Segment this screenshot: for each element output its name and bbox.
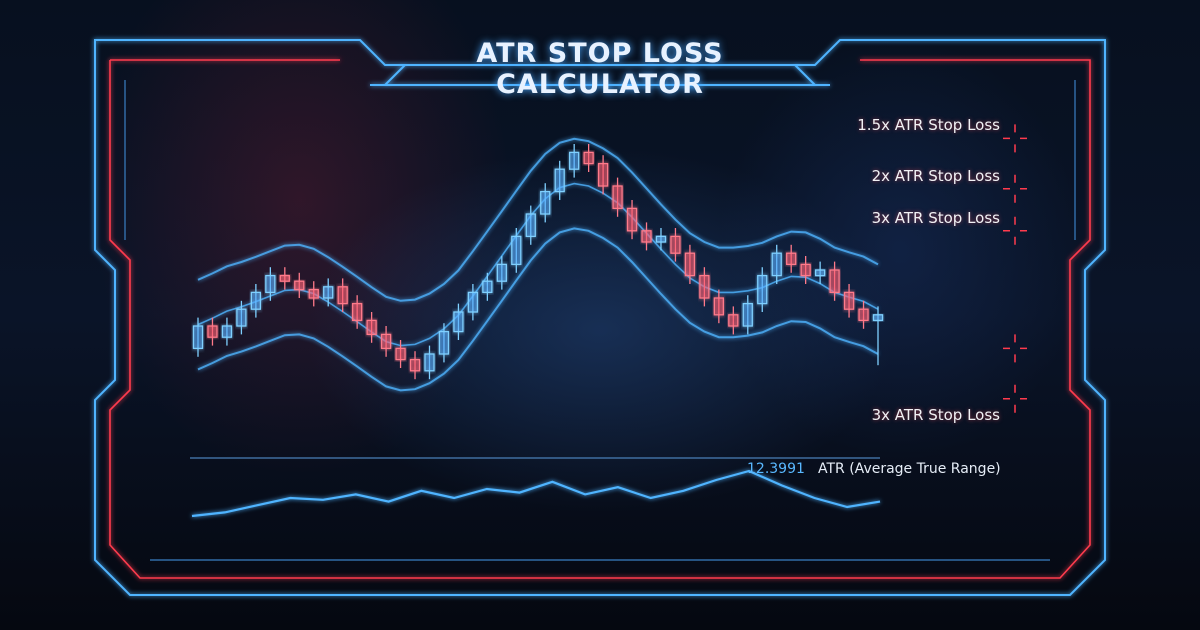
- candle-body: [612, 185, 623, 210]
- candle-body: [221, 325, 233, 338]
- crosshair-marker: [1003, 384, 1027, 413]
- candle-body: [655, 235, 667, 243]
- candle-body: [786, 252, 797, 266]
- atr-value: 12.3991: [747, 461, 805, 477]
- candle-body: [366, 319, 377, 336]
- candle-body: [699, 274, 710, 299]
- candle-body: [742, 302, 753, 327]
- candle-body: [250, 291, 262, 310]
- candle-body: [670, 235, 681, 254]
- crosshair-marker: [1003, 216, 1027, 245]
- candle-body: [424, 353, 435, 372]
- candle-body: [467, 291, 479, 313]
- crosshair-marker: [1003, 124, 1027, 153]
- stop-label-1-5x: 1.5x ATR Stop Loss: [857, 116, 1000, 134]
- candle-body: [395, 347, 406, 361]
- candle-body: [380, 333, 392, 350]
- candle-body: [728, 314, 739, 327]
- candle-body: [351, 302, 363, 322]
- candle-body: [409, 358, 421, 372]
- candle-body: [597, 162, 609, 187]
- candle-body: [800, 263, 811, 277]
- atr-line: [191, 469, 881, 518]
- candle-body: [713, 297, 725, 316]
- candle-body: [525, 213, 536, 238]
- candle-body: [294, 280, 305, 291]
- candle-body: [308, 288, 319, 299]
- candle-body: [236, 308, 247, 327]
- candle-body: [453, 311, 464, 333]
- atr-label: ATR (Average True Range): [818, 461, 1001, 477]
- candle-body: [265, 274, 276, 294]
- candle-body: [511, 235, 522, 266]
- candle-body: [192, 325, 204, 350]
- candle-body: [337, 286, 348, 305]
- candle-body: [554, 168, 565, 193]
- crosshair-marker: [1003, 334, 1027, 363]
- candle-body: [496, 263, 507, 282]
- upper-band: [197, 137, 879, 302]
- candle-body: [858, 308, 869, 322]
- stop-label-3x-upper: 3x ATR Stop Loss: [871, 209, 1000, 227]
- candle-body: [323, 286, 334, 299]
- crosshair-marker: [1003, 174, 1027, 203]
- candle-body: [641, 230, 652, 243]
- candle-body: [583, 151, 594, 165]
- candle-body: [757, 274, 768, 305]
- candle-body: [540, 190, 551, 215]
- stop-label-3x-lower: 3x ATR Stop Loss: [871, 406, 1000, 424]
- candle-body: [438, 330, 450, 355]
- stop-label-2x: 2x ATR Stop Loss: [871, 167, 1000, 185]
- candle-body: [843, 291, 855, 310]
- candle-body: [482, 280, 493, 294]
- candle-body: [569, 151, 580, 170]
- lower-band: [197, 227, 879, 392]
- candle-body: [829, 269, 840, 294]
- candle-body: [684, 252, 696, 277]
- candle-body: [626, 207, 638, 232]
- candle-body: [279, 274, 290, 282]
- candle-body: [207, 325, 218, 338]
- candle-body: [771, 252, 782, 277]
- page-title: ATR STOP LOSS CALCULATOR: [476, 38, 724, 100]
- candle-body: [814, 269, 826, 277]
- candle-body: [872, 314, 884, 322]
